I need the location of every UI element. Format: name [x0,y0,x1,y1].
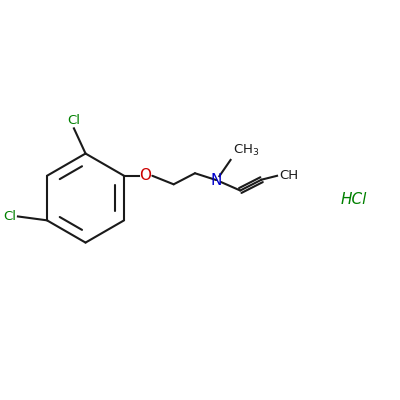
Text: CH: CH [279,169,298,182]
Text: N: N [210,172,222,188]
Text: HCl: HCl [341,192,368,208]
Text: CH$_3$: CH$_3$ [233,142,259,158]
Text: Cl: Cl [3,210,16,223]
Text: Cl: Cl [68,114,80,127]
Text: O: O [139,168,151,183]
